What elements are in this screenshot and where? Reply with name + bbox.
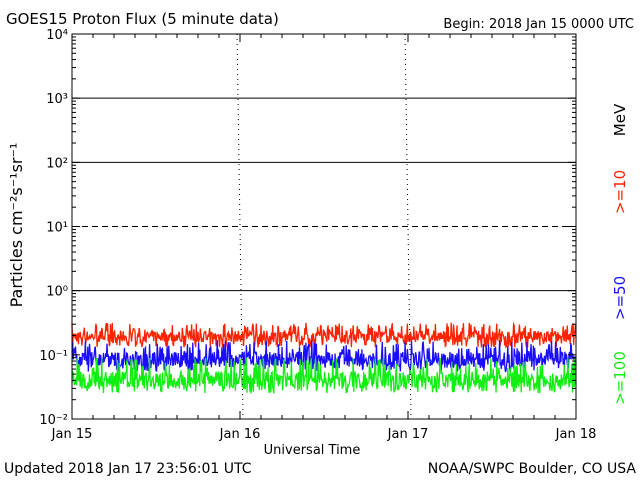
day-divider — [236, 33, 244, 420]
series-layer — [71, 321, 577, 394]
series-trace — [71, 357, 577, 394]
y-tick-label: 10⁻¹ — [39, 349, 68, 364]
y-tick-label: 10⁰ — [46, 285, 68, 300]
updated-timestamp: Updated 2018 Jan 17 23:56:01 UTC — [4, 461, 252, 477]
series-trace — [71, 321, 577, 349]
y-tick-label: 10⁴ — [46, 28, 68, 43]
begin-time: Begin: 2018 Jan 15 0000 UTC — [443, 17, 634, 32]
legend: MeV >=10 >=50 >=100 — [611, 103, 629, 405]
legend-entry: >=100 — [611, 351, 629, 405]
tick-layer — [71, 33, 577, 420]
chart-title: GOES15 Proton Flux (5 minute data) — [6, 10, 279, 28]
x-tick-labels: Jan 15 Jan 16 Jan 17 Jan 18 — [51, 427, 597, 442]
threshold-layer — [72, 97, 576, 292]
y-tick-label: 10¹ — [46, 221, 68, 236]
y-tick-label: 10³ — [46, 92, 68, 107]
time-divider-layer — [236, 33, 412, 420]
y-tick-label: 10⁻² — [39, 413, 68, 428]
legend-unit: MeV — [611, 103, 629, 136]
x-tick-label: Jan 18 — [555, 427, 597, 442]
y-axis-label: Particles cm⁻²s⁻¹sr⁻¹ — [7, 143, 26, 308]
legend-entry: >=50 — [611, 276, 629, 320]
x-tick-label: Jan 16 — [219, 427, 261, 442]
source-credit: NOAA/SWPC Boulder, CO USA — [428, 461, 637, 477]
x-tick-label: Jan 17 — [387, 427, 429, 442]
y-tick-labels: 10⁻² 10⁻¹ 10⁰ 10¹ 10² 10³ 10⁴ — [39, 28, 68, 428]
x-tick-label: Jan 15 — [51, 427, 93, 442]
legend-entry: >=10 — [611, 170, 629, 214]
day-divider — [404, 33, 412, 420]
y-tick-label: 10² — [46, 156, 68, 171]
series-trace — [71, 340, 577, 373]
x-axis-label: Universal Time — [264, 443, 361, 458]
